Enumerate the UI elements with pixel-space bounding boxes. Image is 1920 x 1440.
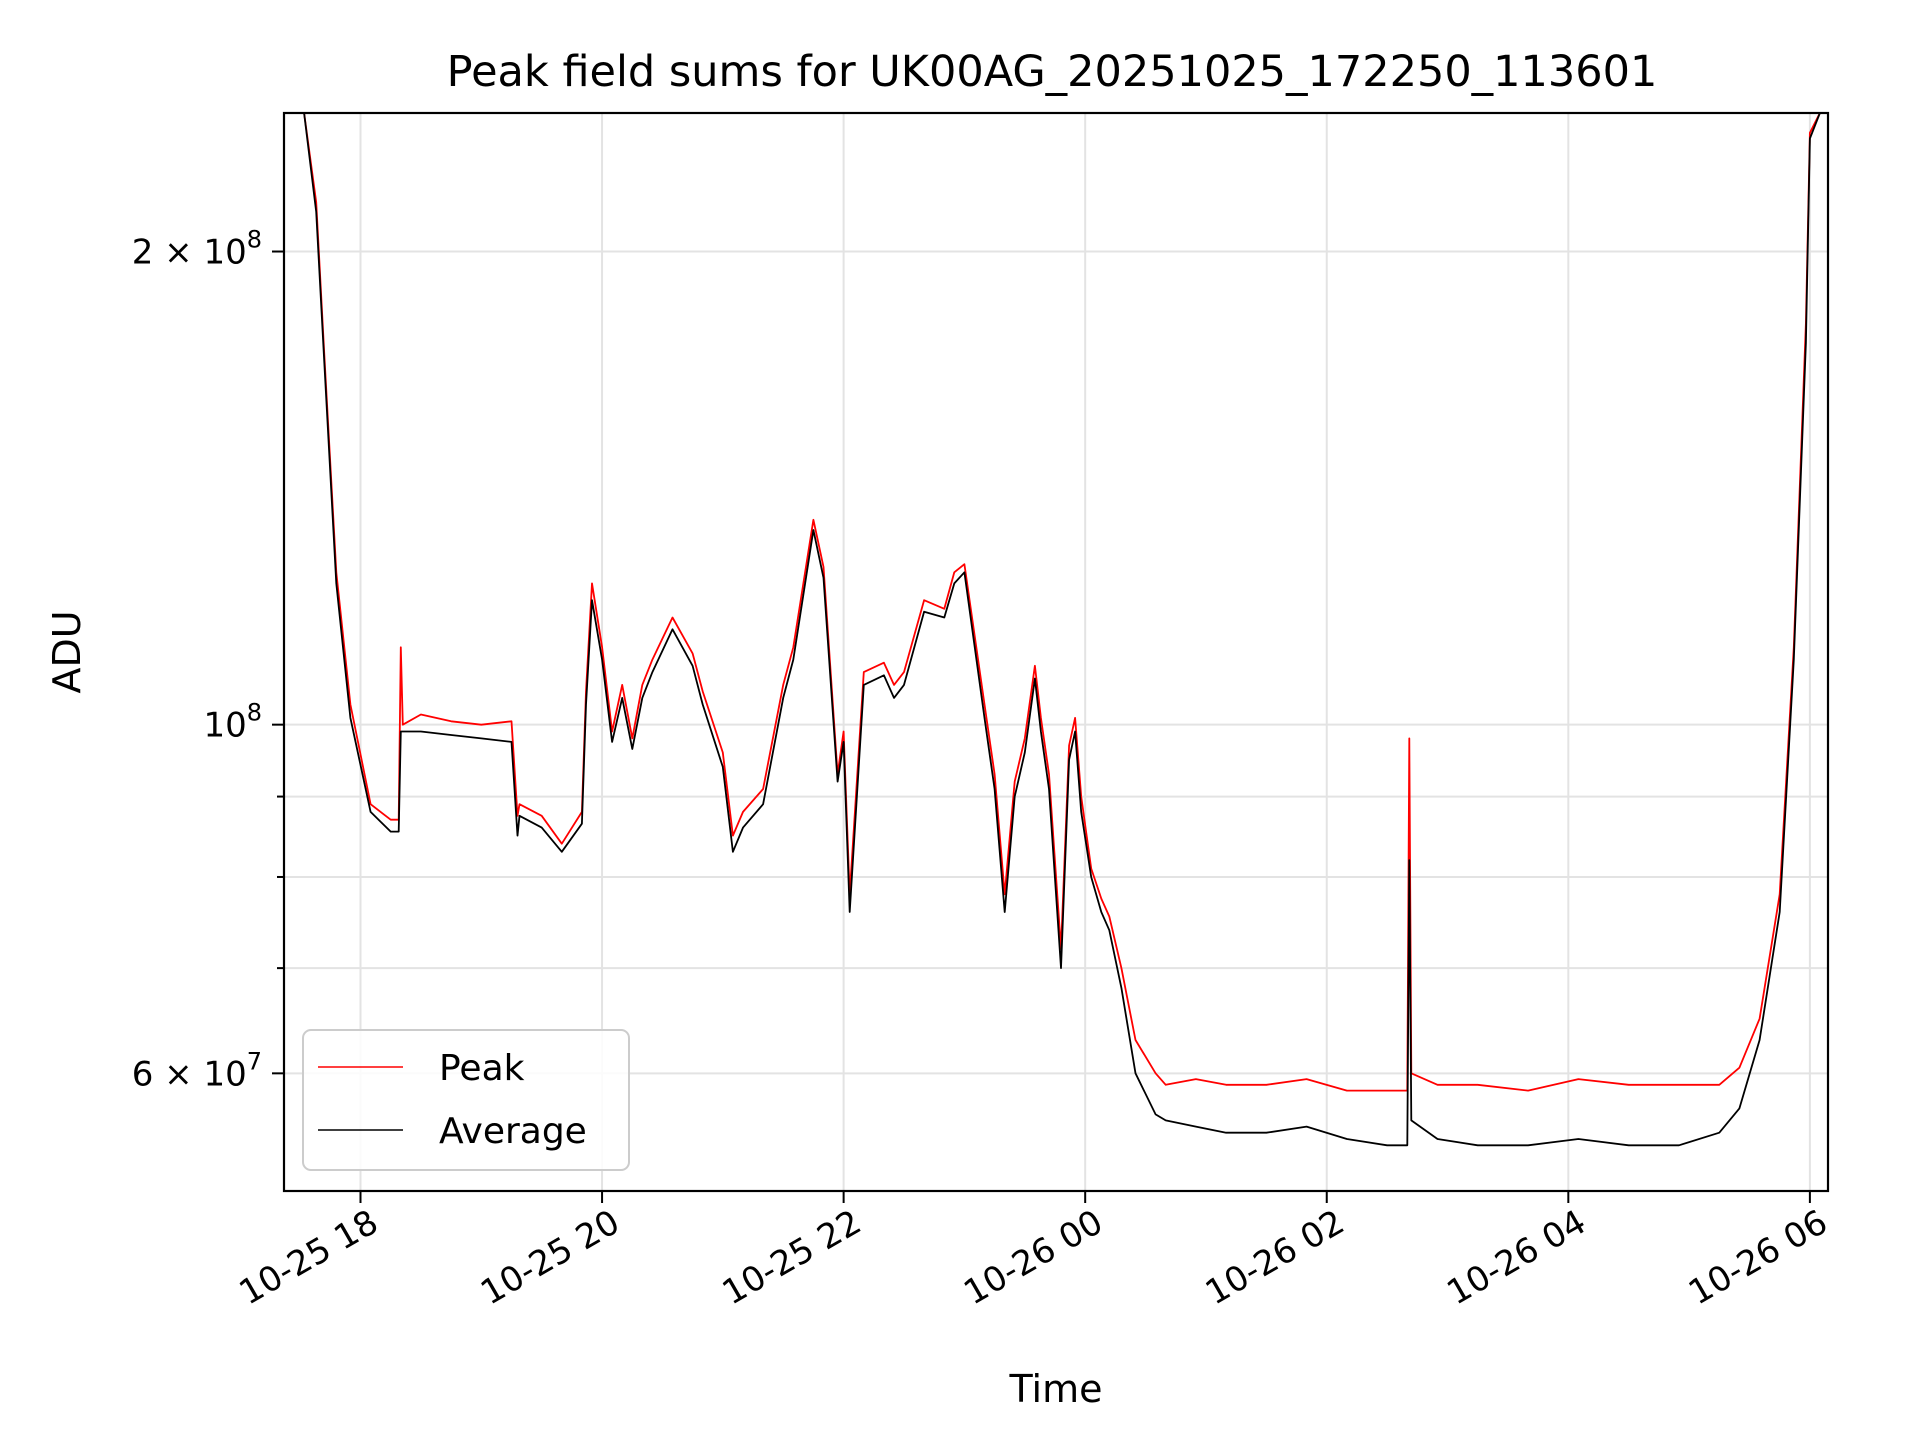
y-tick-label-0: 6 × 107 <box>132 1047 262 1094</box>
chart-title: Peak field sums for UK00AG_20251025_1722… <box>447 47 1658 97</box>
x-tick-label-4: 10-26 02 <box>1199 1202 1351 1313</box>
legend: Peak Average <box>302 1029 630 1171</box>
x-tick-label-2: 10-25 22 <box>716 1202 868 1313</box>
legend-label-peak: Peak <box>439 1048 525 1089</box>
legend-box <box>302 1029 630 1171</box>
x-tick-label-6: 10-26 06 <box>1682 1202 1834 1313</box>
series-line-peak <box>284 112 1828 1092</box>
x-tick-label-0: 10-25 18 <box>233 1202 385 1313</box>
series-layer <box>284 112 1828 1147</box>
y-tick-label-1: 108 <box>203 699 262 746</box>
legend-label-average: Average <box>439 1111 587 1152</box>
x-tick-label-5: 10-26 04 <box>1440 1202 1592 1313</box>
x-axis-label: Time <box>1009 1367 1103 1411</box>
plot-frame <box>282 111 1830 1193</box>
y-axis-label: ADU <box>45 610 89 693</box>
x-tick-label-1: 10-25 20 <box>474 1202 626 1313</box>
x-tick-label-3: 10-26 00 <box>957 1202 1109 1313</box>
grid <box>284 113 1828 1191</box>
series-line-average <box>284 112 1828 1147</box>
y-tick-label-2: 2 × 108 <box>132 226 262 273</box>
